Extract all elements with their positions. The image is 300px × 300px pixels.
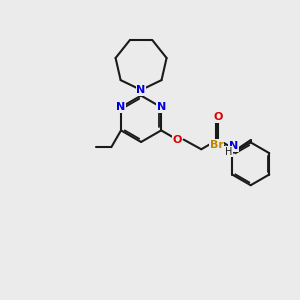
Text: O: O: [172, 135, 182, 145]
Text: N: N: [157, 102, 166, 112]
Text: O: O: [213, 112, 223, 122]
Text: Br: Br: [210, 140, 224, 150]
Text: N: N: [116, 102, 126, 112]
Text: H: H: [225, 147, 232, 157]
Text: N: N: [136, 85, 146, 95]
Text: N: N: [229, 141, 238, 151]
